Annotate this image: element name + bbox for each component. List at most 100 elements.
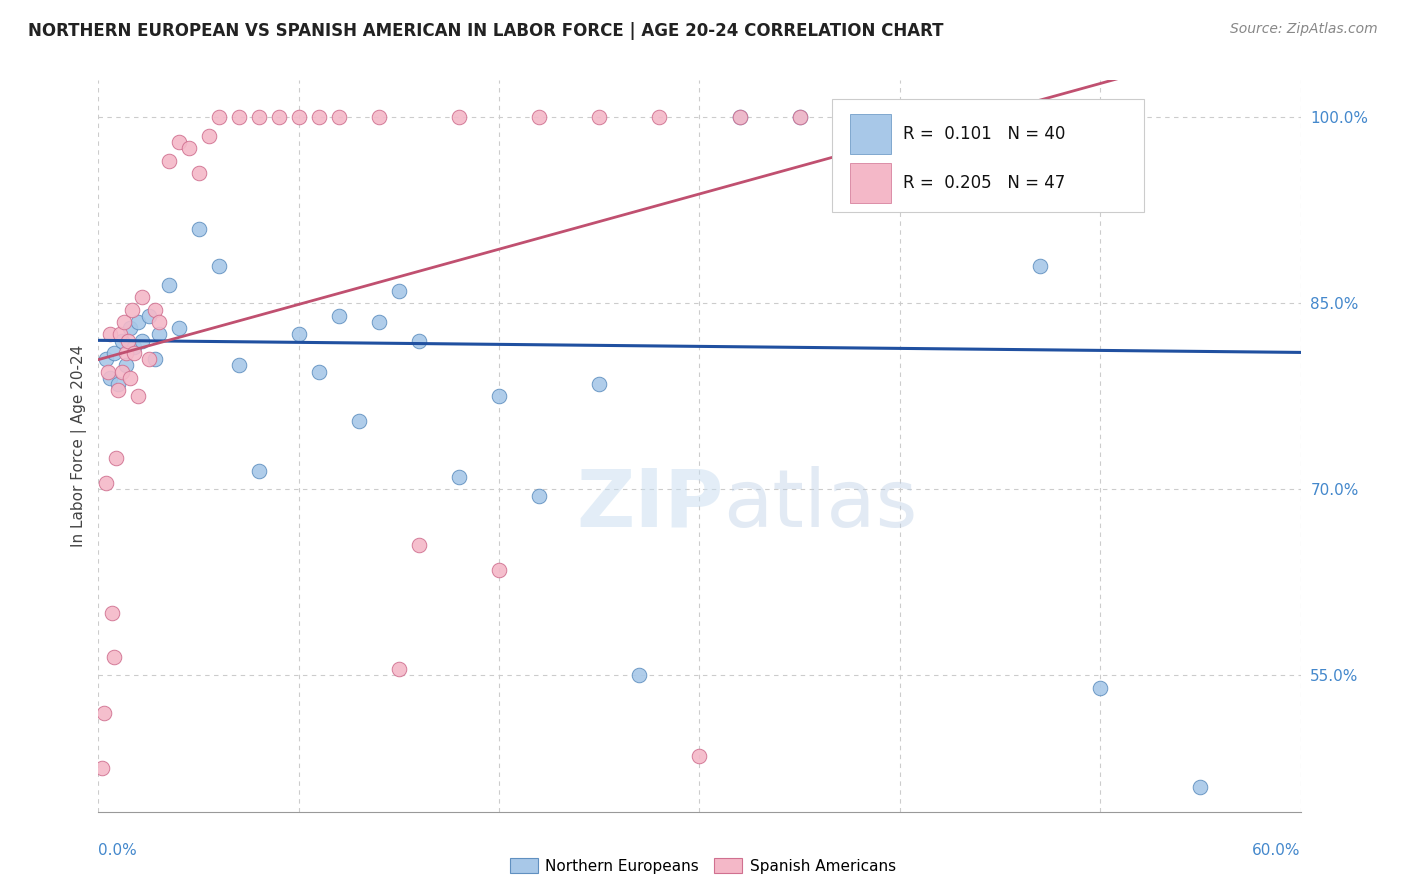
Point (143, 302, 166, 317)
Point (447, 111, 470, 125)
FancyBboxPatch shape (849, 113, 890, 153)
Point (115, 359, 138, 373)
Point (187, 166, 209, 180)
Point (157, 277, 180, 292)
Point (728, 111, 751, 125)
Point (114, 315, 136, 329)
Point (849, 111, 872, 125)
Point (408, 334, 430, 348)
Point (131, 334, 153, 348)
Point (288, 111, 311, 125)
Point (111, 334, 134, 348)
Point (128, 315, 150, 329)
Point (167, 321, 190, 335)
Point (228, 359, 250, 373)
Point (447, 470, 470, 484)
Point (96, 352, 118, 367)
Point (107, 383, 129, 397)
Point (107, 377, 129, 392)
Point (789, 111, 811, 125)
Point (187, 222, 209, 236)
Point (131, 290, 153, 304)
Point (138, 352, 160, 367)
Point (117, 334, 139, 348)
Point (929, 111, 952, 125)
Point (124, 340, 146, 354)
Text: 0.0%: 0.0% (98, 843, 138, 858)
Point (529, 111, 551, 125)
Point (728, 111, 751, 125)
Text: Source: ZipAtlas.com: Source: ZipAtlas.com (1230, 22, 1378, 37)
Point (328, 309, 350, 323)
Point (368, 111, 391, 125)
Point (103, 649, 125, 664)
Point (105, 451, 128, 466)
Point (100, 327, 122, 342)
Point (388, 662, 411, 676)
Point (849, 111, 872, 125)
Point (267, 111, 290, 125)
Text: ZIP: ZIP (576, 466, 724, 543)
Point (308, 111, 330, 125)
Text: atlas: atlas (724, 466, 918, 543)
Point (789, 111, 811, 125)
Point (197, 129, 219, 144)
Point (689, 748, 711, 763)
Point (138, 309, 160, 323)
Text: R =  0.101   N = 40: R = 0.101 N = 40 (903, 125, 1064, 143)
Point (368, 315, 391, 329)
Point (1189, 780, 1212, 794)
Point (148, 327, 170, 342)
Point (648, 111, 671, 125)
Point (588, 377, 610, 392)
Point (177, 141, 200, 155)
Point (529, 489, 551, 503)
Point (1029, 259, 1052, 273)
Point (247, 464, 270, 478)
Point (101, 607, 124, 621)
Point (143, 352, 166, 367)
Point (308, 365, 330, 379)
Point (969, 111, 991, 125)
Point (929, 111, 952, 125)
Text: 60.0%: 60.0% (1253, 843, 1301, 858)
FancyBboxPatch shape (849, 162, 890, 202)
Text: NORTHERN EUROPEAN VS SPANISH AMERICAN IN LABOR FORCE | AGE 20-24 CORRELATION CHA: NORTHERN EUROPEAN VS SPANISH AMERICAN IN… (28, 22, 943, 40)
Point (247, 111, 270, 125)
Point (488, 563, 510, 577)
Point (1088, 681, 1111, 695)
Point (388, 284, 411, 298)
Point (121, 302, 143, 317)
Point (488, 389, 510, 403)
Point (157, 153, 180, 168)
Point (288, 327, 311, 342)
Point (128, 389, 150, 403)
Point (91, 761, 114, 775)
Point (208, 111, 231, 125)
Text: R =  0.205   N = 47: R = 0.205 N = 47 (903, 174, 1064, 192)
Point (120, 371, 142, 385)
Point (347, 414, 370, 428)
Point (100, 371, 122, 385)
Point (588, 111, 610, 125)
Point (120, 321, 142, 335)
Point (328, 111, 350, 125)
Point (208, 259, 231, 273)
Point (228, 111, 250, 125)
Y-axis label: In Labor Force | Age 20-24: In Labor Force | Age 20-24 (72, 345, 87, 547)
Point (111, 365, 134, 379)
Point (408, 538, 430, 552)
Point (889, 111, 911, 125)
Point (96, 476, 118, 491)
Legend: Northern Europeans, Spanish Americans: Northern Europeans, Spanish Americans (505, 852, 901, 880)
Point (97, 365, 120, 379)
Point (628, 668, 651, 682)
Point (115, 346, 138, 360)
Point (167, 135, 190, 149)
Point (148, 315, 170, 329)
Point (124, 346, 146, 360)
Point (110, 327, 132, 342)
Point (103, 346, 125, 360)
Point (93, 706, 115, 720)
FancyBboxPatch shape (832, 99, 1144, 212)
